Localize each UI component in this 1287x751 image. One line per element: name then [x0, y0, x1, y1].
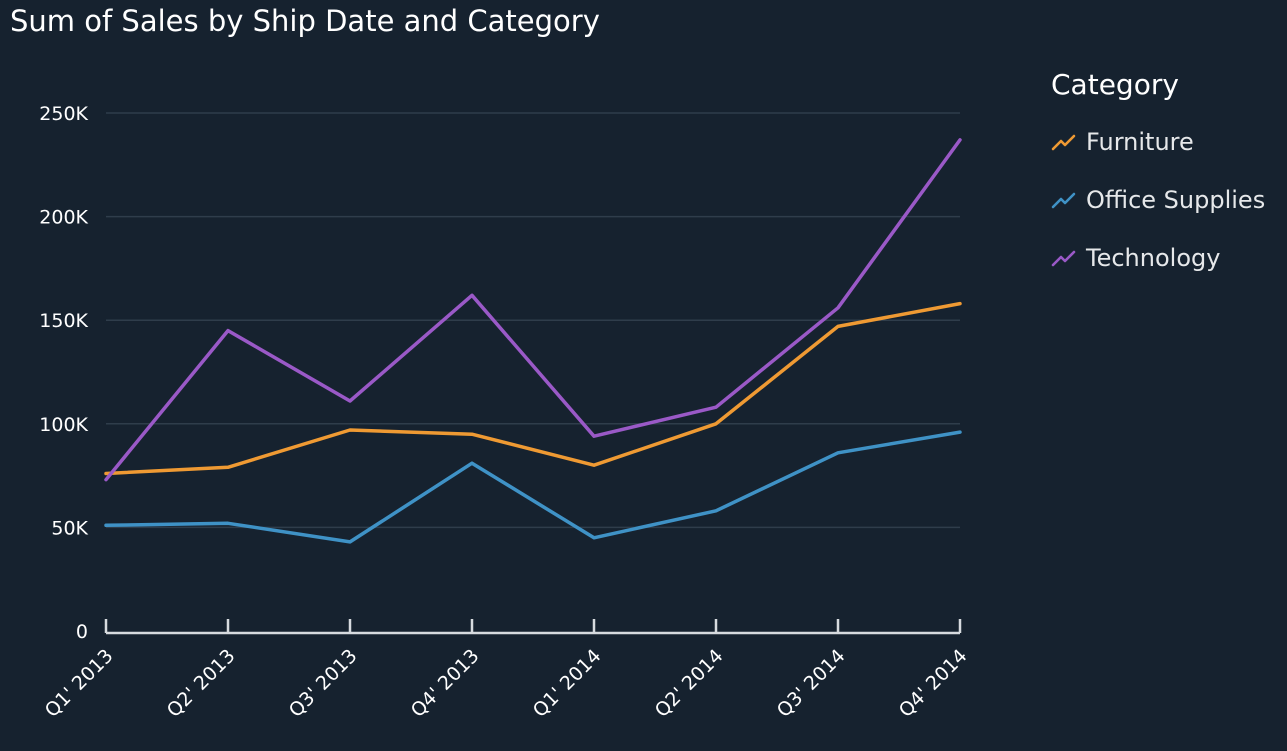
line-series-icon	[1051, 132, 1077, 152]
legend-item-furniture[interactable]: Furniture	[1051, 125, 1265, 159]
x-axis: Q1' 2013 Q2' 2013 Q3' 2013 Q4' 2013 Q1' 2014…	[41, 619, 972, 722]
x-tick-label: Q3' 2013	[285, 645, 362, 722]
x-tick-label: Q2' 2014	[651, 645, 728, 722]
x-tick-label: Q2' 2013	[163, 645, 240, 722]
legend-item-label: Furniture	[1086, 128, 1194, 156]
series-lines	[104, 138, 962, 544]
legend-item-label: Office Supplies	[1086, 186, 1266, 214]
legend-title: Category	[1051, 68, 1179, 101]
legend-item-office-supplies[interactable]: Office Supplies	[1051, 183, 1265, 217]
x-tick-label: Q4' 2014	[895, 645, 972, 722]
y-tick-label: 100K	[39, 414, 88, 436]
legend-items: Furniture Office Supplies Technology	[1051, 125, 1265, 275]
y-tick-label: 200K	[39, 207, 88, 229]
y-tick-label: 150K	[39, 310, 88, 332]
line-series-icon	[1051, 248, 1077, 268]
legend-item-technology[interactable]: Technology	[1051, 241, 1265, 275]
legend: Category Furniture Office Supplies Technol…	[1051, 68, 1265, 275]
series-line-office-supplies[interactable]	[104, 430, 962, 544]
line-series-icon	[1051, 190, 1077, 210]
chart-title: Sum of Sales by Ship Date and Category	[10, 4, 600, 38]
y-tick-label: 0	[76, 621, 88, 643]
y-tick-label: 250K	[39, 103, 88, 125]
y-axis: 0 50K 100K 150K 200K 250K	[39, 103, 88, 643]
x-tick-label: Q3' 2014	[773, 645, 850, 722]
legend-item-label: Technology	[1086, 244, 1221, 272]
x-tick-label: Q1' 2013	[41, 645, 118, 722]
x-tick-label: Q1' 2014	[529, 645, 606, 722]
y-tick-label: 50K	[51, 517, 88, 539]
x-tick-label: Q4' 2013	[407, 645, 484, 722]
series-line-technology[interactable]	[104, 138, 962, 482]
series-line-furniture[interactable]	[104, 301, 962, 476]
